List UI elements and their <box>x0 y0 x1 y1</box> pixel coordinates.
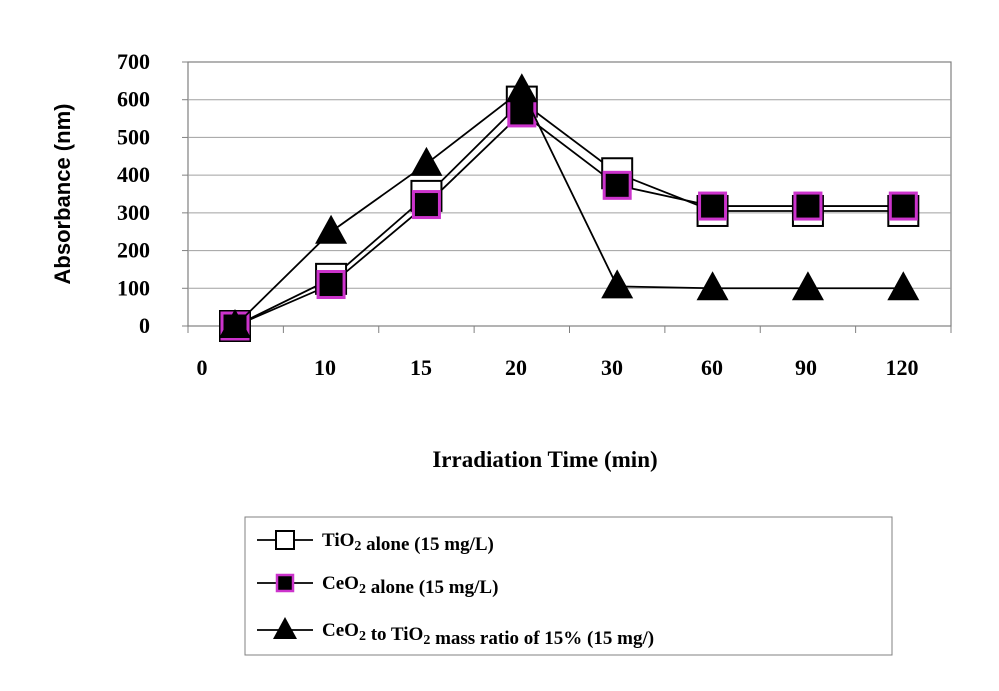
x-tick-label: 90 <box>795 355 817 380</box>
data-point <box>793 191 823 221</box>
legend: TiO2 alone (15 mg/L) CeO2 alone (15 mg/L)… <box>244 516 893 656</box>
x-tick-label: 120 <box>886 355 919 380</box>
data-point <box>791 271 824 301</box>
legend-item-1: TiO2 alone (15 mg/L) <box>257 530 494 555</box>
y-tick-label: 600 <box>117 87 150 112</box>
data-point <box>316 270 346 300</box>
x-axis-ticks: 0 10 15 20 30 60 90 120 <box>187 326 952 380</box>
legend-marker <box>273 617 297 639</box>
legend-label: CeO2 to TiO2 mass ratio of 15% (15 mg/) <box>322 620 654 649</box>
y-axis-ticks: 0 100 200 300 400 500 600 700 <box>117 49 188 338</box>
legend-item-3: CeO2 to TiO2 mass ratio of 15% (15 mg/) <box>257 617 654 649</box>
data-point <box>219 309 251 338</box>
x-tick-label: 0 <box>197 355 208 380</box>
data-point <box>411 190 441 220</box>
y-tick-label: 200 <box>117 238 150 263</box>
x-tick-label: 30 <box>601 355 623 380</box>
data-point <box>505 73 538 103</box>
x-tick-label: 10 <box>314 355 336 380</box>
legend-items: TiO2 alone (15 mg/L) CeO2 alone (15 mg/L)… <box>257 530 654 649</box>
y-tick-label: 100 <box>117 275 150 300</box>
data-point <box>601 269 634 299</box>
data-point <box>602 170 632 200</box>
series-3 <box>219 73 920 338</box>
data-point <box>507 98 537 128</box>
y-tick-label: 0 <box>139 313 150 338</box>
y-tick-label: 700 <box>117 49 150 74</box>
x-tick-label: 60 <box>701 355 723 380</box>
legend-item-2: CeO2 alone (15 mg/L) <box>257 573 498 598</box>
data-point <box>315 214 348 244</box>
x-axis-title: Irradiation Time (min) <box>432 447 657 472</box>
data-point <box>696 271 729 301</box>
x-tick-label: 15 <box>410 355 432 380</box>
plot-frame <box>187 61 952 327</box>
data-point <box>410 146 443 176</box>
legend-label: CeO2 alone (15 mg/L) <box>322 573 498 598</box>
data-point <box>887 271 920 301</box>
series-layer <box>219 73 920 342</box>
y-tick-label: 300 <box>117 200 150 225</box>
y-axis-title: Absorbance (nm) <box>50 104 75 285</box>
x-tick-label: 20 <box>505 355 527 380</box>
legend-marker <box>275 573 295 593</box>
legend-frame <box>244 516 893 656</box>
legend-label: TiO2 alone (15 mg/L) <box>322 530 494 555</box>
data-point <box>698 191 728 221</box>
legend-marker <box>275 530 295 550</box>
y-tick-label: 500 <box>117 124 150 149</box>
data-point <box>888 191 918 221</box>
series-line <box>234 111 904 327</box>
series-line <box>234 88 904 327</box>
plot-area: 0 100 200 300 400 500 600 700 0 10 15 20 30 60 90 120 <box>117 49 952 380</box>
y-tick-label: 400 <box>117 162 150 187</box>
